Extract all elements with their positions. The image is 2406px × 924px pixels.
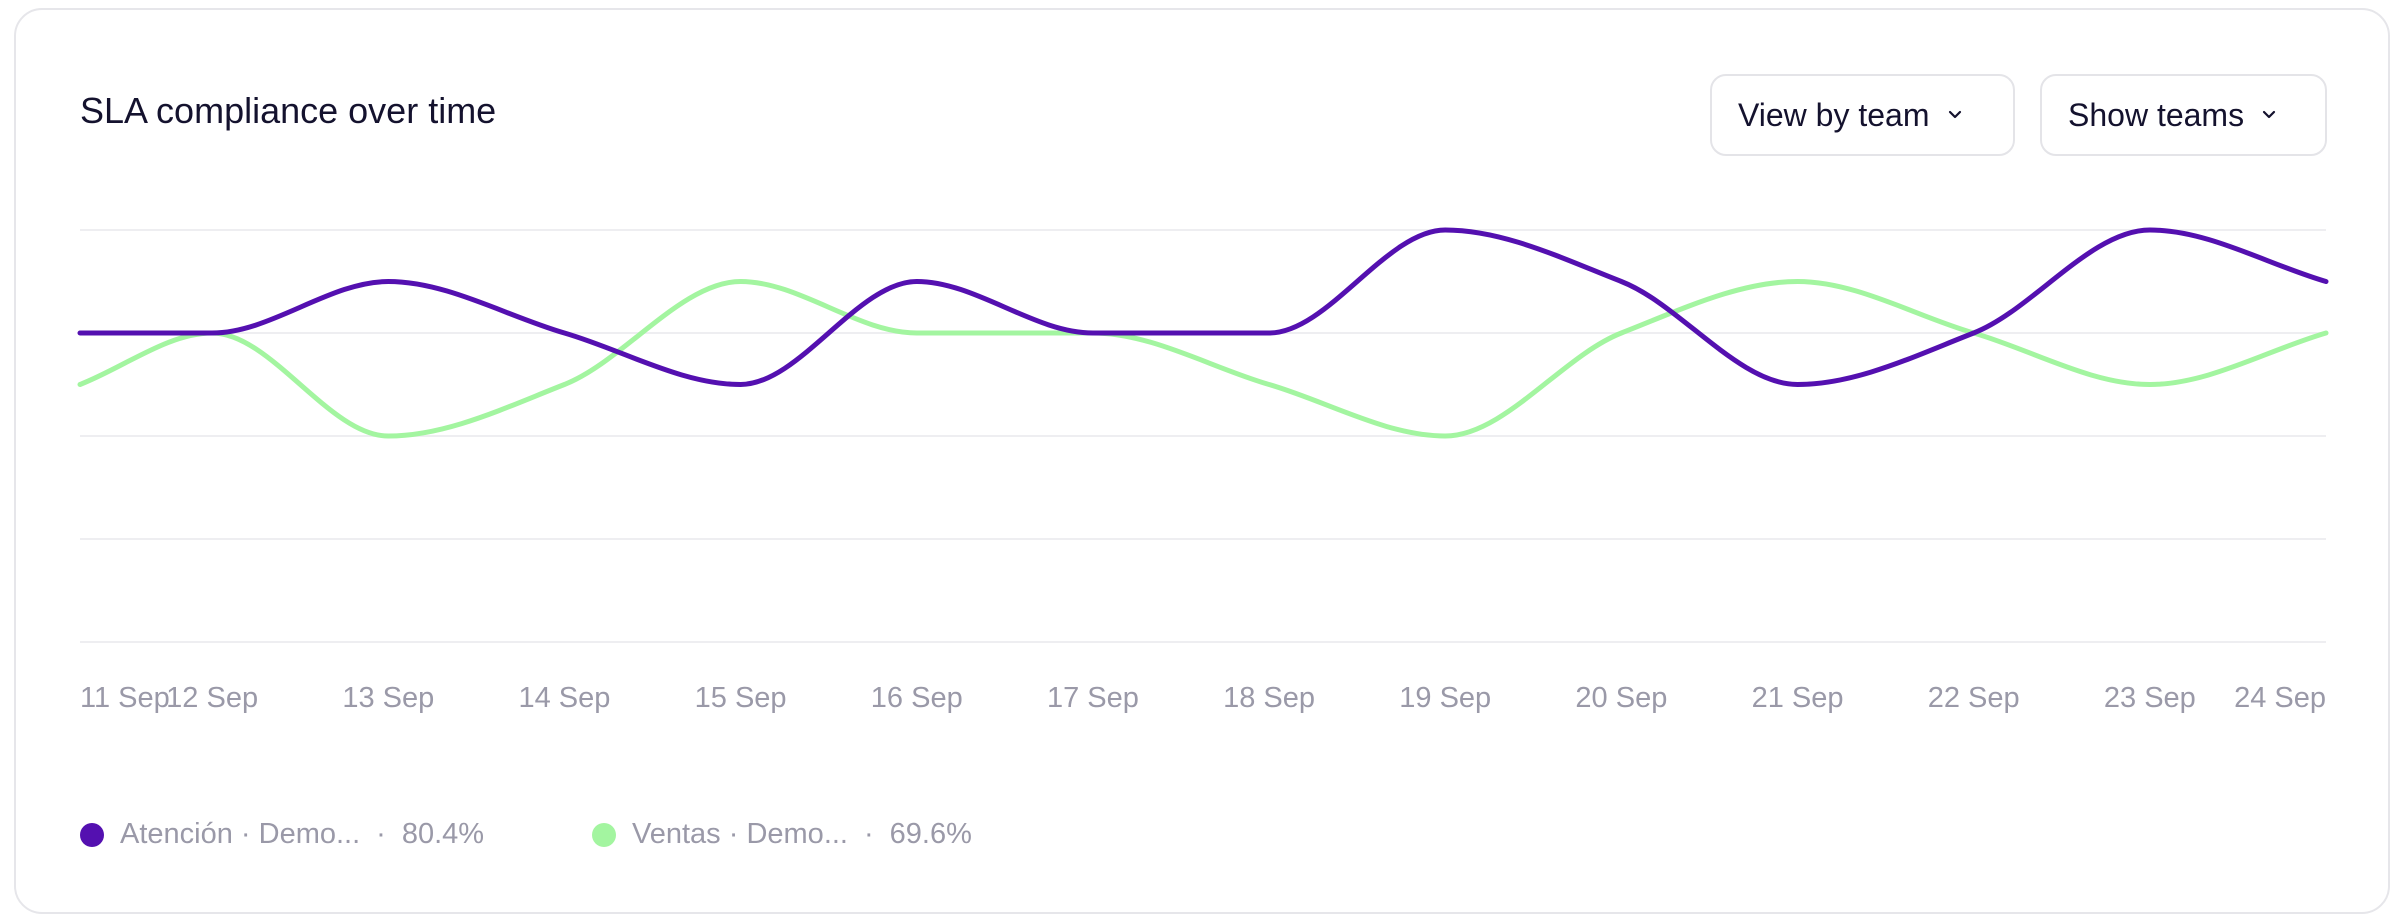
- legend-value: 80.4%: [401, 818, 485, 850]
- x-tick-label: 15 Sep: [695, 682, 787, 714]
- view-by-team-dropdown[interactable]: View by team: [1710, 74, 2015, 156]
- x-tick-label: 11 Sep: [80, 682, 170, 714]
- show-teams-dropdown[interactable]: Show teams: [2040, 74, 2327, 156]
- chart-title: SLA compliance over time: [80, 90, 497, 131]
- legend-dot-atencion: [80, 822, 104, 847]
- view-by-team-label: View by team: [1738, 96, 1930, 133]
- legend-label: Ventas · Demo...: [632, 818, 848, 850]
- x-tick-label: 23 Sep: [2104, 682, 2196, 714]
- legend-item-atencion[interactable]: Atención · Demo... · 80.4%: [80, 818, 484, 851]
- x-tick-label: 24 Sep: [2234, 682, 2326, 714]
- x-tick-label: 20 Sep: [1575, 682, 1667, 714]
- x-tick-label: 22 Sep: [1928, 682, 2020, 714]
- legend-separator: ·: [864, 818, 874, 850]
- legend-dot-ventas: [592, 822, 616, 847]
- chart-card: [14, 8, 2390, 914]
- x-tick-label: 18 Sep: [1223, 682, 1315, 714]
- x-tick-label: 17 Sep: [1047, 682, 1139, 714]
- legend-label: Atención · Demo...: [120, 818, 361, 850]
- series-line-ventas: [77, 278, 2329, 439]
- x-tick-label: 16 Sep: [871, 682, 963, 714]
- legend-separator: ·: [376, 818, 386, 850]
- x-tick-label: 12 Sep: [166, 682, 258, 714]
- legend-item-ventas[interactable]: Ventas · Demo... · 69.6%: [592, 818, 972, 851]
- x-tick-label: 13 Sep: [342, 682, 434, 714]
- chevron-down-icon: [2262, 110, 2276, 119]
- x-tick-label: 14 Sep: [518, 682, 610, 714]
- show-teams-label: Show teams: [2068, 96, 2245, 133]
- series-line-atencion: [77, 227, 2329, 388]
- x-tick-label: 21 Sep: [1752, 682, 1844, 714]
- legend-value: 69.6%: [889, 818, 972, 850]
- x-tick-label: 19 Sep: [1399, 682, 1491, 714]
- chevron-down-icon: [1948, 110, 1961, 119]
